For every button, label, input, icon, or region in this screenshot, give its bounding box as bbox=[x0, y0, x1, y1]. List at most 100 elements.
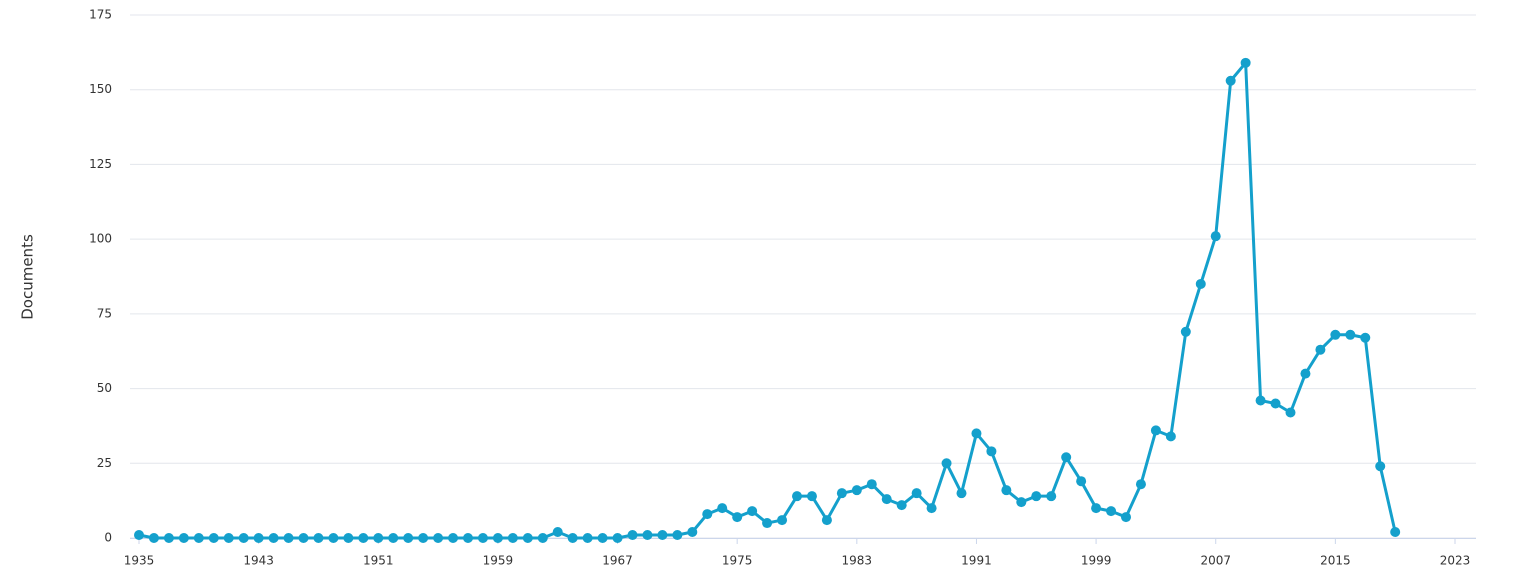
point bbox=[1106, 506, 1117, 517]
x-tick-label: 1975 bbox=[722, 554, 753, 568]
y-tick-label: 100 bbox=[89, 232, 112, 246]
y-tick-label: 125 bbox=[89, 157, 112, 171]
point bbox=[1150, 425, 1161, 436]
point bbox=[687, 527, 698, 538]
point bbox=[1225, 75, 1236, 86]
y-tick-label: 175 bbox=[89, 8, 112, 22]
x-tick-label: 2023 bbox=[1440, 554, 1471, 568]
point bbox=[896, 500, 907, 511]
point bbox=[597, 533, 608, 543]
point bbox=[1360, 332, 1371, 343]
point bbox=[1330, 329, 1341, 340]
point bbox=[1135, 479, 1146, 490]
point bbox=[627, 530, 638, 541]
point bbox=[223, 533, 234, 543]
point bbox=[313, 533, 324, 543]
point bbox=[388, 533, 399, 543]
point bbox=[208, 533, 219, 543]
point bbox=[1285, 407, 1296, 418]
point bbox=[1240, 57, 1251, 68]
point bbox=[1061, 452, 1072, 463]
y-tick-label: 150 bbox=[89, 82, 112, 96]
y-tick-label: 0 bbox=[104, 531, 112, 545]
point bbox=[732, 512, 743, 523]
point bbox=[582, 533, 593, 543]
x-tick-label: 1959 bbox=[483, 554, 514, 568]
point bbox=[971, 428, 982, 439]
point bbox=[836, 488, 847, 499]
point bbox=[1031, 491, 1042, 502]
point bbox=[1210, 231, 1221, 242]
y-tick-label: 25 bbox=[97, 456, 112, 470]
point bbox=[926, 503, 937, 514]
point bbox=[492, 533, 503, 543]
point bbox=[1180, 326, 1191, 337]
x-tick-label: 2015 bbox=[1320, 554, 1351, 568]
point bbox=[418, 533, 429, 543]
point bbox=[821, 515, 832, 526]
point bbox=[911, 488, 922, 499]
point bbox=[268, 533, 279, 543]
point bbox=[866, 479, 877, 490]
point bbox=[1165, 431, 1176, 442]
point bbox=[1046, 491, 1057, 502]
point bbox=[1076, 476, 1087, 487]
point bbox=[956, 488, 967, 499]
point bbox=[1255, 395, 1266, 406]
x-tick-label: 2007 bbox=[1200, 554, 1231, 568]
point bbox=[986, 446, 997, 457]
point bbox=[1121, 512, 1131, 523]
point bbox=[881, 494, 892, 505]
point bbox=[552, 527, 563, 538]
point bbox=[403, 533, 414, 543]
point bbox=[328, 533, 339, 543]
point bbox=[702, 509, 713, 520]
point bbox=[148, 533, 159, 543]
point bbox=[283, 533, 294, 543]
point bbox=[477, 533, 488, 543]
line bbox=[138, 61, 1397, 540]
x-tick-label: 1935 bbox=[124, 554, 155, 568]
point bbox=[1375, 461, 1386, 472]
point bbox=[1001, 485, 1012, 496]
y-axis-label: Documents bbox=[19, 234, 37, 320]
point bbox=[433, 533, 444, 543]
point bbox=[134, 530, 144, 541]
point bbox=[507, 533, 518, 543]
point bbox=[672, 530, 683, 541]
point bbox=[193, 533, 204, 543]
point bbox=[941, 458, 952, 469]
point bbox=[567, 533, 578, 543]
point bbox=[777, 515, 788, 526]
point bbox=[851, 485, 862, 496]
point bbox=[792, 491, 802, 502]
point bbox=[1315, 344, 1326, 355]
y-tick-label: 75 bbox=[97, 306, 112, 320]
point bbox=[178, 533, 189, 543]
point bbox=[448, 533, 459, 543]
point bbox=[1300, 368, 1311, 379]
point bbox=[1091, 503, 1102, 514]
point bbox=[163, 533, 174, 543]
point bbox=[373, 533, 384, 543]
x-tick-label: 1983 bbox=[842, 554, 873, 568]
point bbox=[522, 533, 533, 543]
point bbox=[1195, 278, 1206, 289]
point bbox=[612, 533, 623, 543]
point bbox=[806, 491, 817, 502]
point bbox=[1390, 527, 1401, 538]
point bbox=[298, 533, 309, 543]
point bbox=[463, 533, 473, 543]
point bbox=[717, 503, 728, 514]
x-tick-label: 1991 bbox=[961, 554, 992, 568]
x-tick-label: 1951 bbox=[363, 554, 394, 568]
point bbox=[537, 533, 548, 543]
point bbox=[238, 533, 249, 543]
x-tick-label: 1943 bbox=[243, 554, 274, 568]
y-tick-label: 50 bbox=[97, 381, 112, 395]
point bbox=[1270, 398, 1281, 409]
point bbox=[358, 533, 369, 543]
point bbox=[1345, 329, 1356, 340]
point bbox=[253, 533, 264, 543]
point bbox=[642, 530, 653, 541]
